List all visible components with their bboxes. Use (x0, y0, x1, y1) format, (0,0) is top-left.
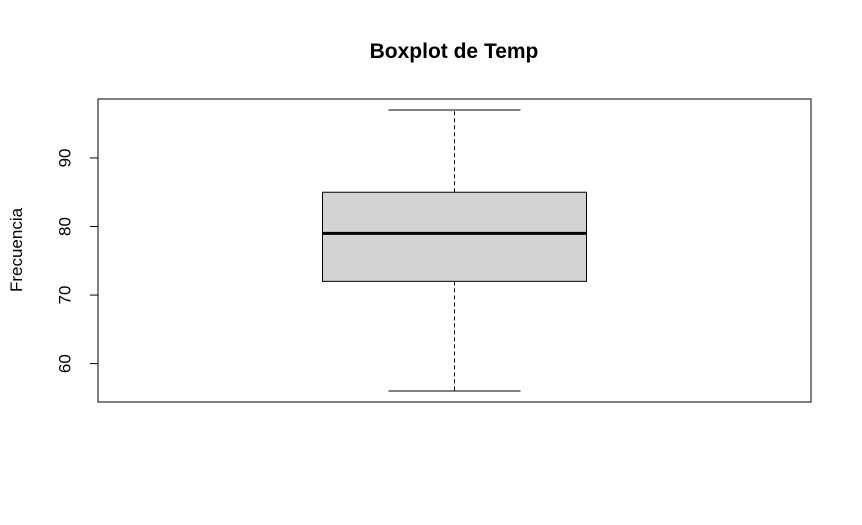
y-axis: 60 70 80 90 (55, 148, 99, 373)
y-tick-label: 90 (55, 148, 74, 167)
box-group (322, 109, 587, 392)
y-axis-label: Frecuencia (7, 207, 26, 292)
interquartile-box (322, 191, 587, 282)
y-tick-label: 70 (55, 286, 74, 305)
y-tick-label: 80 (55, 217, 74, 236)
y-tick-label: 60 (55, 354, 74, 373)
chart-title: Boxplot de Temp (370, 40, 539, 63)
